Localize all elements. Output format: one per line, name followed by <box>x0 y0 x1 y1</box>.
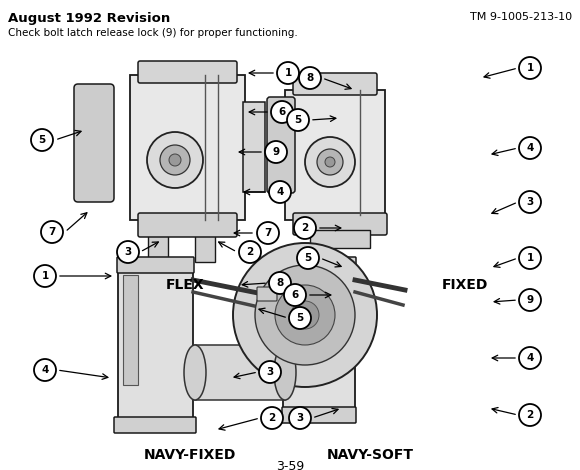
FancyBboxPatch shape <box>74 84 114 202</box>
Text: 3: 3 <box>266 367 274 377</box>
Circle shape <box>299 67 321 89</box>
Text: FIXED: FIXED <box>442 278 488 292</box>
FancyBboxPatch shape <box>282 257 356 274</box>
Text: NAVY-SOFT: NAVY-SOFT <box>327 448 414 462</box>
Text: 5: 5 <box>295 115 302 125</box>
FancyBboxPatch shape <box>267 97 295 193</box>
Circle shape <box>519 191 541 213</box>
Circle shape <box>261 407 283 429</box>
FancyBboxPatch shape <box>138 61 237 83</box>
Circle shape <box>31 129 53 151</box>
Text: 8: 8 <box>277 278 284 288</box>
Circle shape <box>239 241 261 263</box>
Circle shape <box>41 221 63 243</box>
Text: 3: 3 <box>124 247 132 257</box>
Bar <box>283 270 355 415</box>
Text: 9: 9 <box>527 295 534 305</box>
Circle shape <box>259 361 281 383</box>
Circle shape <box>291 301 319 329</box>
Text: 4: 4 <box>526 353 534 363</box>
Circle shape <box>275 285 335 345</box>
FancyBboxPatch shape <box>257 287 277 301</box>
Text: 8: 8 <box>306 73 314 83</box>
Circle shape <box>34 265 56 287</box>
Text: TM 9-1005-213-10: TM 9-1005-213-10 <box>470 12 572 22</box>
Text: NAVY-FIXED: NAVY-FIXED <box>144 448 236 462</box>
Text: FLEX: FLEX <box>166 278 204 292</box>
Text: 2: 2 <box>269 413 276 423</box>
Text: 5: 5 <box>296 313 303 323</box>
Circle shape <box>233 243 377 387</box>
Circle shape <box>317 149 343 175</box>
Text: 4: 4 <box>526 143 534 153</box>
Text: 4: 4 <box>276 187 284 197</box>
Bar <box>285 90 385 220</box>
Text: 7: 7 <box>264 228 271 238</box>
Text: 3-59: 3-59 <box>276 460 304 470</box>
Circle shape <box>255 265 355 365</box>
FancyBboxPatch shape <box>293 213 387 235</box>
Circle shape <box>297 247 319 269</box>
Bar <box>123 275 138 385</box>
Bar <box>243 102 265 192</box>
Circle shape <box>519 404 541 426</box>
Text: Check bolt latch release lock (9) for proper functioning.: Check bolt latch release lock (9) for pr… <box>8 28 298 38</box>
Bar <box>118 268 193 423</box>
Bar <box>310 230 370 248</box>
Circle shape <box>277 62 299 84</box>
Bar <box>288 278 303 383</box>
Circle shape <box>271 101 293 123</box>
Text: 1: 1 <box>41 271 49 281</box>
Text: 3: 3 <box>527 197 534 207</box>
Circle shape <box>117 241 139 263</box>
Text: 3: 3 <box>296 413 303 423</box>
Text: 5: 5 <box>304 253 311 263</box>
Text: 1: 1 <box>284 68 292 78</box>
Text: 1: 1 <box>527 63 534 73</box>
Bar <box>130 75 245 220</box>
Text: 2: 2 <box>246 247 253 257</box>
Bar <box>148 232 168 262</box>
Circle shape <box>519 289 541 311</box>
Circle shape <box>284 284 306 306</box>
Bar <box>195 232 215 262</box>
Circle shape <box>147 132 203 188</box>
Text: August 1992 Revision: August 1992 Revision <box>8 12 171 25</box>
Text: 1: 1 <box>527 253 534 263</box>
Text: 4: 4 <box>41 365 49 375</box>
Text: 2: 2 <box>527 410 534 420</box>
Ellipse shape <box>274 345 296 400</box>
Circle shape <box>160 145 190 175</box>
Ellipse shape <box>184 345 206 400</box>
Circle shape <box>257 222 279 244</box>
Text: 6: 6 <box>278 107 285 117</box>
Circle shape <box>305 137 355 187</box>
Circle shape <box>289 407 311 429</box>
FancyBboxPatch shape <box>293 73 377 95</box>
Circle shape <box>269 272 291 294</box>
FancyBboxPatch shape <box>117 257 194 273</box>
FancyBboxPatch shape <box>138 213 237 237</box>
Circle shape <box>519 247 541 269</box>
Text: 5: 5 <box>38 135 46 145</box>
Circle shape <box>34 359 56 381</box>
Circle shape <box>519 347 541 369</box>
Text: 2: 2 <box>302 223 309 233</box>
FancyBboxPatch shape <box>282 407 356 423</box>
Circle shape <box>169 154 181 166</box>
Circle shape <box>269 181 291 203</box>
Circle shape <box>519 137 541 159</box>
Circle shape <box>265 141 287 163</box>
Circle shape <box>287 109 309 131</box>
Text: 9: 9 <box>273 147 280 157</box>
FancyBboxPatch shape <box>114 417 196 433</box>
Circle shape <box>289 307 311 329</box>
Text: 7: 7 <box>48 227 56 237</box>
Circle shape <box>294 217 316 239</box>
Circle shape <box>519 57 541 79</box>
Bar <box>195 345 285 400</box>
Text: 6: 6 <box>291 290 299 300</box>
Circle shape <box>325 157 335 167</box>
